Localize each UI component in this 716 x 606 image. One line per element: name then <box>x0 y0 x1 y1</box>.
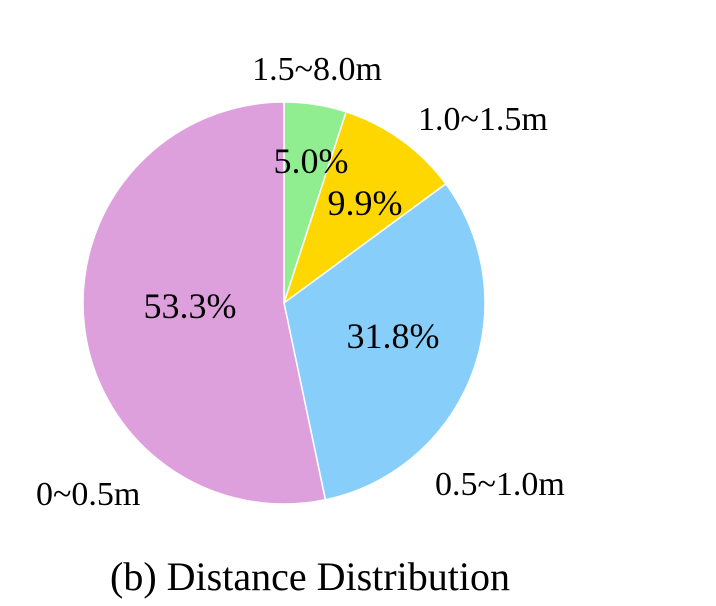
slice-category-label: 1.0~1.5m <box>418 101 548 138</box>
pie-category-labels: 1.5~8.0m 1.0~1.5m 0.5~1.0m 0~0.5m <box>36 51 565 513</box>
pie-slices <box>82 101 486 505</box>
slice-value-label: 9.9% <box>328 183 403 223</box>
slice-category-label: 0~0.5m <box>36 476 140 513</box>
slice-value-label: 53.3% <box>144 286 237 326</box>
slice-category-label: 1.5~8.0m <box>252 51 382 88</box>
pie-value-labels: 5.0%9.9% 31.8% 53.3% <box>144 141 440 356</box>
slice-value-label: 5.0% <box>274 141 349 181</box>
pie-slice-0~0.5m <box>82 101 327 505</box>
chart-caption: (b) Distance Distribution <box>110 554 510 599</box>
slice-value-label: 31.8% <box>347 316 440 356</box>
slice-category-label: 0.5~1.0m <box>435 466 565 503</box>
pie-slice-0.5~1.0m <box>283 182 486 501</box>
pie-slice-1.0~1.5m <box>282 110 447 305</box>
